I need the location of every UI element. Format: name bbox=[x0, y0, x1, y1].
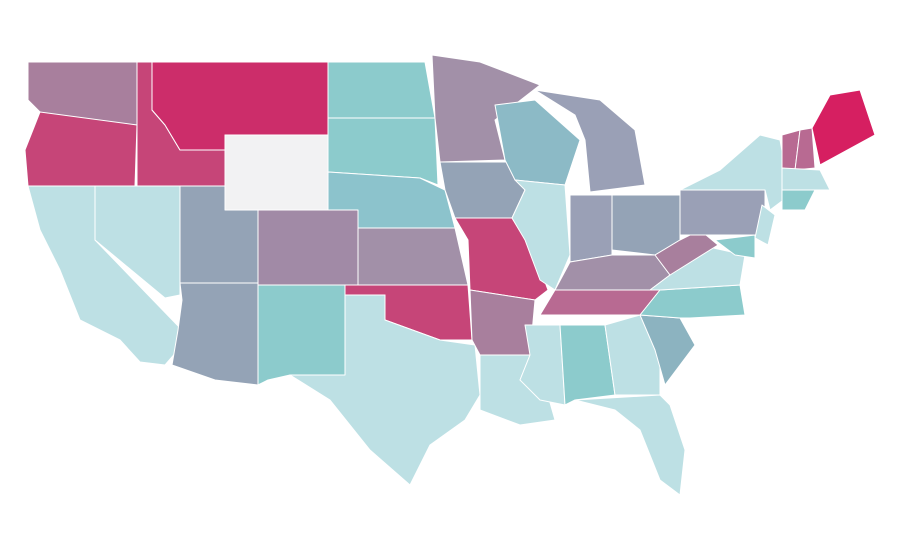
state-region bbox=[431, 54, 541, 163]
state-region bbox=[559, 324, 616, 406]
state-region bbox=[224, 134, 329, 211]
state-region bbox=[679, 189, 766, 236]
state-region bbox=[794, 127, 816, 171]
state-region bbox=[754, 204, 776, 246]
state-region bbox=[327, 61, 436, 119]
state-region bbox=[534, 89, 646, 193]
state-region bbox=[604, 314, 661, 396]
state-region bbox=[511, 179, 571, 291]
state-region bbox=[357, 227, 469, 286]
state-region bbox=[257, 209, 359, 286]
state-region bbox=[654, 229, 719, 276]
state-region bbox=[171, 282, 259, 386]
state-region bbox=[539, 289, 661, 316]
state-region bbox=[811, 89, 876, 166]
state-region bbox=[714, 234, 756, 259]
state-region bbox=[469, 289, 536, 356]
state-region bbox=[257, 284, 346, 386]
state-region bbox=[781, 189, 816, 211]
state-region bbox=[781, 167, 831, 191]
state-region bbox=[289, 294, 481, 486]
state-region bbox=[327, 117, 439, 186]
state-region bbox=[574, 394, 686, 496]
state-region bbox=[24, 111, 138, 187]
state-region bbox=[569, 194, 613, 263]
